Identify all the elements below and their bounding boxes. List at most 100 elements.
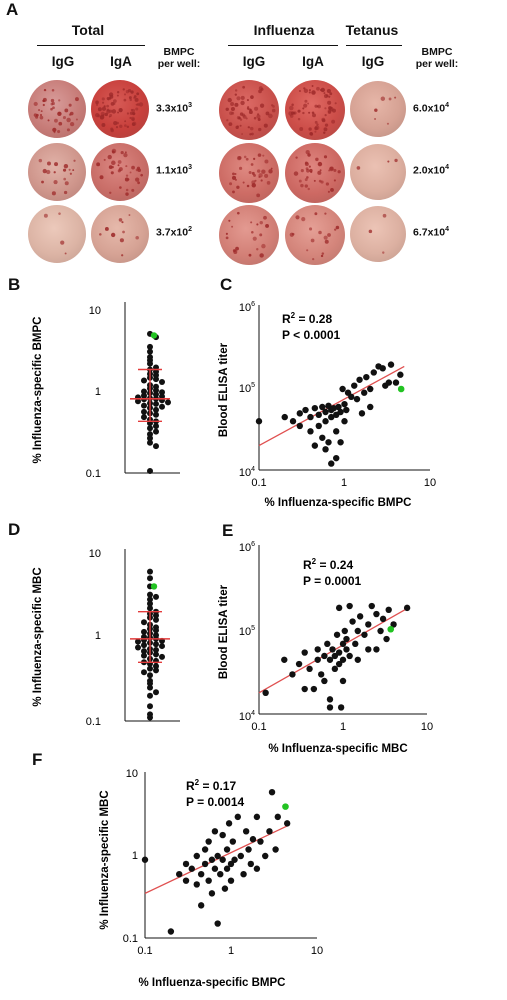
chart-b-point (141, 414, 147, 421)
chart-e-point (314, 646, 321, 653)
chart-e-ytick-4: 104 (239, 710, 255, 723)
elispot-well-flu-igg-3 (219, 205, 279, 265)
chart-e-point (354, 627, 361, 635)
bmpc-total-row3: 3.7x102 (156, 226, 192, 239)
chart-d-point (141, 642, 147, 649)
chart-e-xtick-0.1: 0.1 (251, 721, 266, 733)
chart-d-point (153, 663, 159, 670)
chart-b-point (147, 468, 153, 474)
chart-e-point (289, 671, 296, 678)
chart-c-point (343, 406, 350, 414)
chart-f-point (247, 860, 255, 868)
chart-f-point (257, 838, 264, 845)
chart-f-point (223, 865, 231, 872)
chart-b-point (147, 435, 153, 442)
chart-e-point (346, 652, 353, 660)
bmpc-flu-row2-exp: 4 (445, 164, 450, 171)
subheader-flu-igg: IgG (242, 54, 266, 69)
chart-b-point (153, 391, 159, 398)
chart-b-point (159, 403, 165, 410)
chart-f-point (205, 838, 212, 845)
chart-d-point (153, 612, 159, 619)
bmpc-flu-row2-base: 2.0x10 (413, 164, 446, 177)
chart-e-marks (258, 602, 411, 711)
chart-b-point (153, 411, 159, 418)
chart-e-point (324, 640, 331, 648)
chart-e-point (368, 602, 375, 610)
chart-e-point (365, 621, 372, 628)
chart-c-point (289, 418, 297, 425)
chart-e-point (365, 646, 372, 653)
chart-e-r2-r: R (303, 558, 312, 572)
chart-c-point (363, 373, 370, 381)
chart-b-point (153, 443, 159, 450)
chart-e-ytick-6-base: 10 (239, 542, 251, 554)
chart-b-point (141, 402, 147, 409)
chart-f-point (223, 846, 231, 853)
chart-c-point (341, 418, 348, 425)
chart-e-point (385, 606, 392, 614)
chart-b-highlight-point (150, 332, 158, 339)
chart-b-dotplot: 0.1 1 10 % Influenza-specific BMPC (32, 302, 180, 480)
chart-f-point (193, 852, 200, 860)
elispot-well-total-igg-3 (28, 205, 86, 263)
chart-f-point (211, 865, 219, 872)
chart-c-point (333, 454, 340, 462)
chart-f-point (227, 860, 235, 868)
bmpc-flu-row1: 6.0x104 (413, 102, 449, 115)
chart-d-point (135, 644, 141, 651)
chart-c-point (322, 446, 329, 453)
chart-c-point (348, 393, 355, 401)
elispot-well-total-igg-2 (28, 143, 86, 201)
chart-f-point (262, 852, 269, 860)
elispot-well-tet-igg-3 (350, 206, 406, 262)
chart-e-ytick-6-exp: 6 (251, 541, 255, 548)
chart-c-r2: R2 = 0.28 (282, 311, 332, 326)
bmpc-flu-row3: 6.7x104 (413, 226, 449, 239)
chart-f-point (249, 836, 257, 843)
chart-e-point (356, 613, 364, 620)
panel-letter-e: E (222, 521, 234, 540)
chart-e-point (310, 685, 318, 693)
chart-d-point (147, 684, 153, 691)
chart-f-point (211, 828, 219, 835)
chart-f-point (253, 813, 261, 821)
chart-e-point (343, 646, 350, 653)
chart-e-point (346, 602, 353, 610)
elispot-well-tet-igg-2 (350, 144, 406, 200)
chart-e-point (295, 660, 303, 668)
chart-d-point (141, 619, 147, 626)
chart-f-r2: R2 = 0.17 (186, 778, 236, 793)
chart-f-point (219, 831, 226, 839)
chart-e-point (339, 640, 347, 648)
chart-c-point (337, 408, 344, 416)
chart-f-scatter: 0.1 1 10 0.1 1 10 % Influenza-specific B… (99, 768, 323, 989)
chart-f-ytick-10: 10 (126, 768, 138, 780)
subheader-tet-igg: IgG (361, 54, 385, 69)
bmpc-title-left: BMPC per well: (150, 46, 208, 70)
chart-c-xtick-0.1: 0.1 (251, 477, 266, 489)
chart-d-dotplot: 0.1 1 10 % Influenza-specific MBC (32, 548, 180, 728)
chart-e-point (352, 640, 359, 648)
chart-c-point (322, 408, 329, 416)
chart-e-point (361, 631, 368, 638)
chart-b-point (159, 389, 165, 396)
elispot-well-flu-igg-2 (219, 143, 279, 203)
chart-b-marks (130, 330, 171, 474)
chart-b-ylabel: % Influenza-specific BMPC (32, 317, 44, 464)
chart-c-point (335, 403, 342, 411)
divider-total (37, 45, 145, 46)
chart-f-point (225, 820, 233, 827)
chart-e-point (326, 656, 334, 663)
chart-c-ylabel: Blood ELISA titer (218, 342, 230, 437)
chart-b-point (165, 399, 171, 406)
chart-f-point (201, 846, 209, 853)
panel-letter-f: F (32, 750, 43, 769)
chart-c-point (315, 411, 322, 419)
chart-d-point (147, 596, 153, 603)
chart-e-ytick-5-base: 10 (239, 626, 251, 638)
chart-d-point (141, 669, 147, 676)
chart-c-point (337, 439, 344, 446)
header-tetanus: Tetanus (345, 22, 399, 38)
chart-e-point (339, 656, 347, 663)
